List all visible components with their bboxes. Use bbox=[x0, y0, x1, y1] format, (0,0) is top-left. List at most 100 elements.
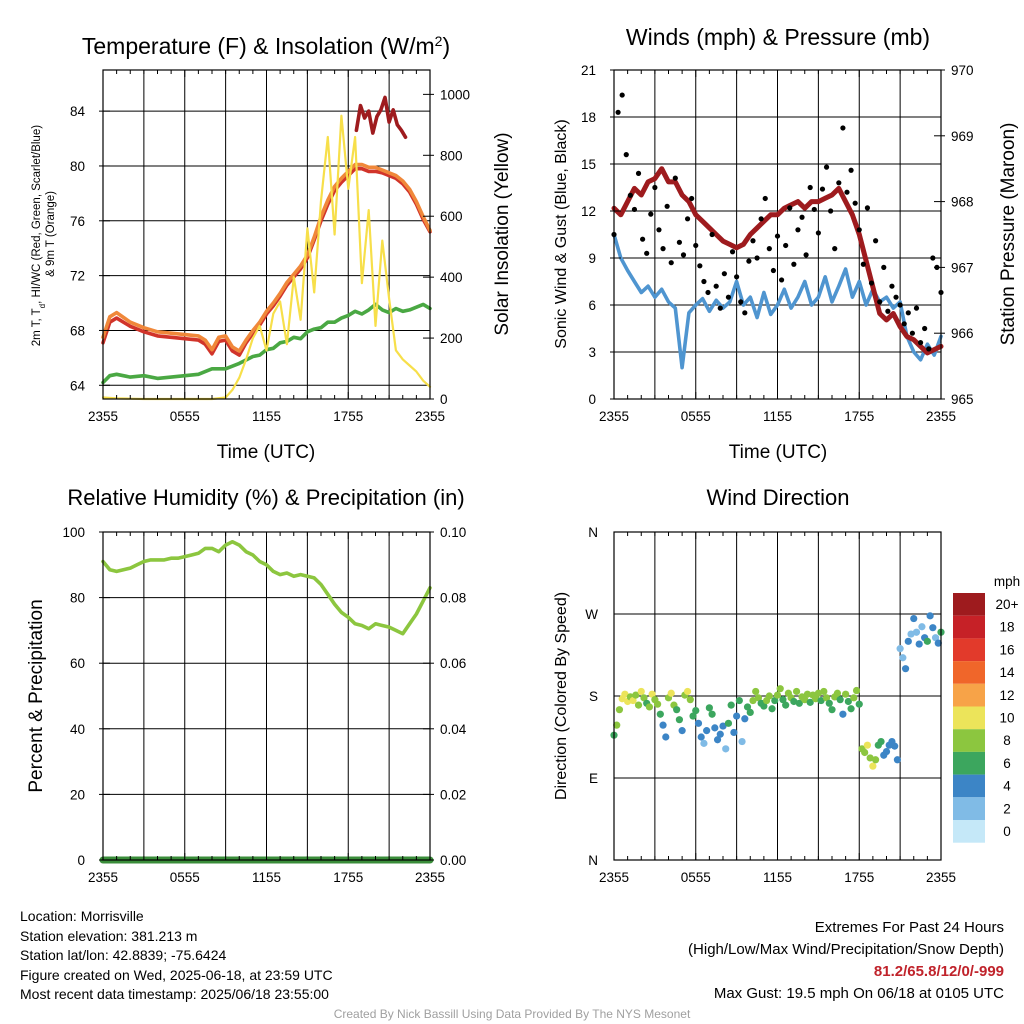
gust-point bbox=[799, 214, 805, 220]
direction-point bbox=[733, 712, 741, 720]
legend-label: 4 bbox=[1003, 779, 1011, 794]
direction-point bbox=[795, 699, 803, 707]
direction-point bbox=[842, 690, 850, 698]
y-tick-label: 15 bbox=[581, 157, 596, 172]
humidity-ylabel: Percent & Precipitation bbox=[26, 599, 47, 792]
direction-point bbox=[839, 710, 847, 718]
direction-point bbox=[678, 727, 686, 735]
gust-point bbox=[860, 261, 866, 267]
gust-point bbox=[652, 184, 658, 191]
gust-point bbox=[881, 264, 887, 270]
direction-point bbox=[724, 719, 733, 727]
station-elevation: Station elevation: 381.213 m bbox=[20, 927, 198, 944]
direction-point bbox=[896, 645, 904, 653]
gust-point bbox=[734, 274, 740, 280]
direction-point bbox=[730, 728, 738, 737]
y-tick-label-right: 800 bbox=[440, 148, 463, 163]
gust-point bbox=[758, 216, 764, 222]
direction-point bbox=[708, 710, 716, 718]
y-tick-label: 80 bbox=[70, 159, 85, 174]
direction-point bbox=[705, 704, 713, 712]
gust-point bbox=[631, 206, 638, 213]
y-tick-label: 80 bbox=[70, 591, 85, 606]
direction-point bbox=[738, 737, 746, 746]
direction-point bbox=[882, 747, 891, 756]
gust-point bbox=[778, 277, 785, 283]
extremes-title: Extremes For Past 24 Hours bbox=[814, 919, 1004, 936]
direction-grid bbox=[614, 532, 941, 860]
legend-swatch bbox=[953, 638, 985, 662]
gust-point bbox=[926, 346, 932, 352]
direction-point bbox=[803, 690, 812, 698]
direction-point bbox=[907, 630, 915, 638]
y-tick-label-right: 965 bbox=[951, 392, 974, 407]
gust-point bbox=[852, 200, 858, 206]
direction-point bbox=[692, 706, 700, 715]
legend-swatch bbox=[953, 615, 985, 639]
x-tick-label: 2355 bbox=[599, 870, 629, 885]
gust-point bbox=[619, 92, 625, 98]
direction-point bbox=[765, 692, 773, 700]
extremes-info: Extremes For Past 24 Hours (High/Low/Max… bbox=[688, 917, 1004, 1005]
gust-point bbox=[693, 242, 699, 249]
gust-point bbox=[709, 231, 715, 238]
gust-point bbox=[721, 271, 727, 277]
y-tick-label: 12 bbox=[581, 204, 596, 219]
humidity-panel: Relative Humidity (%) & Precipitation (i… bbox=[26, 485, 467, 885]
direction-ylabel: Direction (Colored By Speed) bbox=[553, 592, 570, 800]
y-tick-label: 20 bbox=[70, 787, 85, 802]
gust-point bbox=[909, 330, 915, 336]
y-tick-label: 21 bbox=[581, 63, 596, 78]
legend-label: 6 bbox=[1003, 756, 1011, 771]
direction-point bbox=[700, 739, 708, 747]
y-tick-label: 18 bbox=[581, 110, 596, 125]
gust-point bbox=[664, 203, 670, 209]
y-tick-label: 0 bbox=[588, 392, 596, 407]
direction-point bbox=[825, 699, 833, 707]
direction-point bbox=[869, 762, 877, 770]
gust-point bbox=[873, 238, 879, 244]
direction-point bbox=[836, 696, 844, 704]
gust-point bbox=[864, 205, 871, 211]
x-tick-label: 2355 bbox=[926, 409, 956, 424]
series-line-2 bbox=[101, 302, 432, 385]
legend-label: 12 bbox=[999, 688, 1014, 703]
legend-label: 20+ bbox=[996, 597, 1019, 612]
credit-line: Created By Nick Bassill Using Data Provi… bbox=[333, 1007, 691, 1021]
legend-label: 0 bbox=[1003, 824, 1011, 839]
y-tick-label-right: 969 bbox=[951, 129, 974, 144]
direction-point bbox=[754, 694, 763, 702]
legend-swatch bbox=[953, 820, 985, 843]
direction-point bbox=[689, 712, 697, 720]
direction-point bbox=[847, 705, 855, 713]
gust-point bbox=[762, 195, 768, 202]
y-tick-label-right: 967 bbox=[951, 260, 974, 275]
gust-point bbox=[684, 216, 691, 222]
y-tick-label: 84 bbox=[70, 104, 86, 119]
direction-point bbox=[814, 689, 822, 697]
x-tick-label: 2355 bbox=[88, 870, 118, 885]
legend-label: 10 bbox=[999, 711, 1014, 726]
x-tick-label: 1155 bbox=[252, 870, 281, 885]
gust-point bbox=[701, 278, 707, 285]
winds-ticks: 2355 0555 1155 1755 235503691215182196596696… bbox=[581, 63, 974, 424]
legend-swatch bbox=[953, 661, 985, 684]
direction-point bbox=[659, 721, 667, 729]
legend-swatch bbox=[953, 774, 985, 798]
direction-point bbox=[828, 706, 836, 714]
direction-point bbox=[855, 700, 863, 708]
gust-point bbox=[889, 283, 895, 289]
gust-point bbox=[656, 227, 662, 233]
x-tick-label: 0555 bbox=[170, 870, 200, 885]
winds-title: Winds (mph) & Pressure (mb) bbox=[626, 24, 930, 50]
direction-points bbox=[610, 612, 945, 770]
y-tick-label: W bbox=[585, 607, 598, 622]
y-tick-label-right: 968 bbox=[951, 195, 974, 210]
direction-point bbox=[697, 733, 705, 741]
direction-point bbox=[629, 696, 637, 705]
y-tick-label: N bbox=[588, 853, 598, 868]
direction-point bbox=[861, 748, 869, 757]
speed-legend: mph 20+ 18 16 14 12 10 8 6 4 2 0 bbox=[953, 574, 1020, 843]
gust-point bbox=[766, 246, 772, 252]
